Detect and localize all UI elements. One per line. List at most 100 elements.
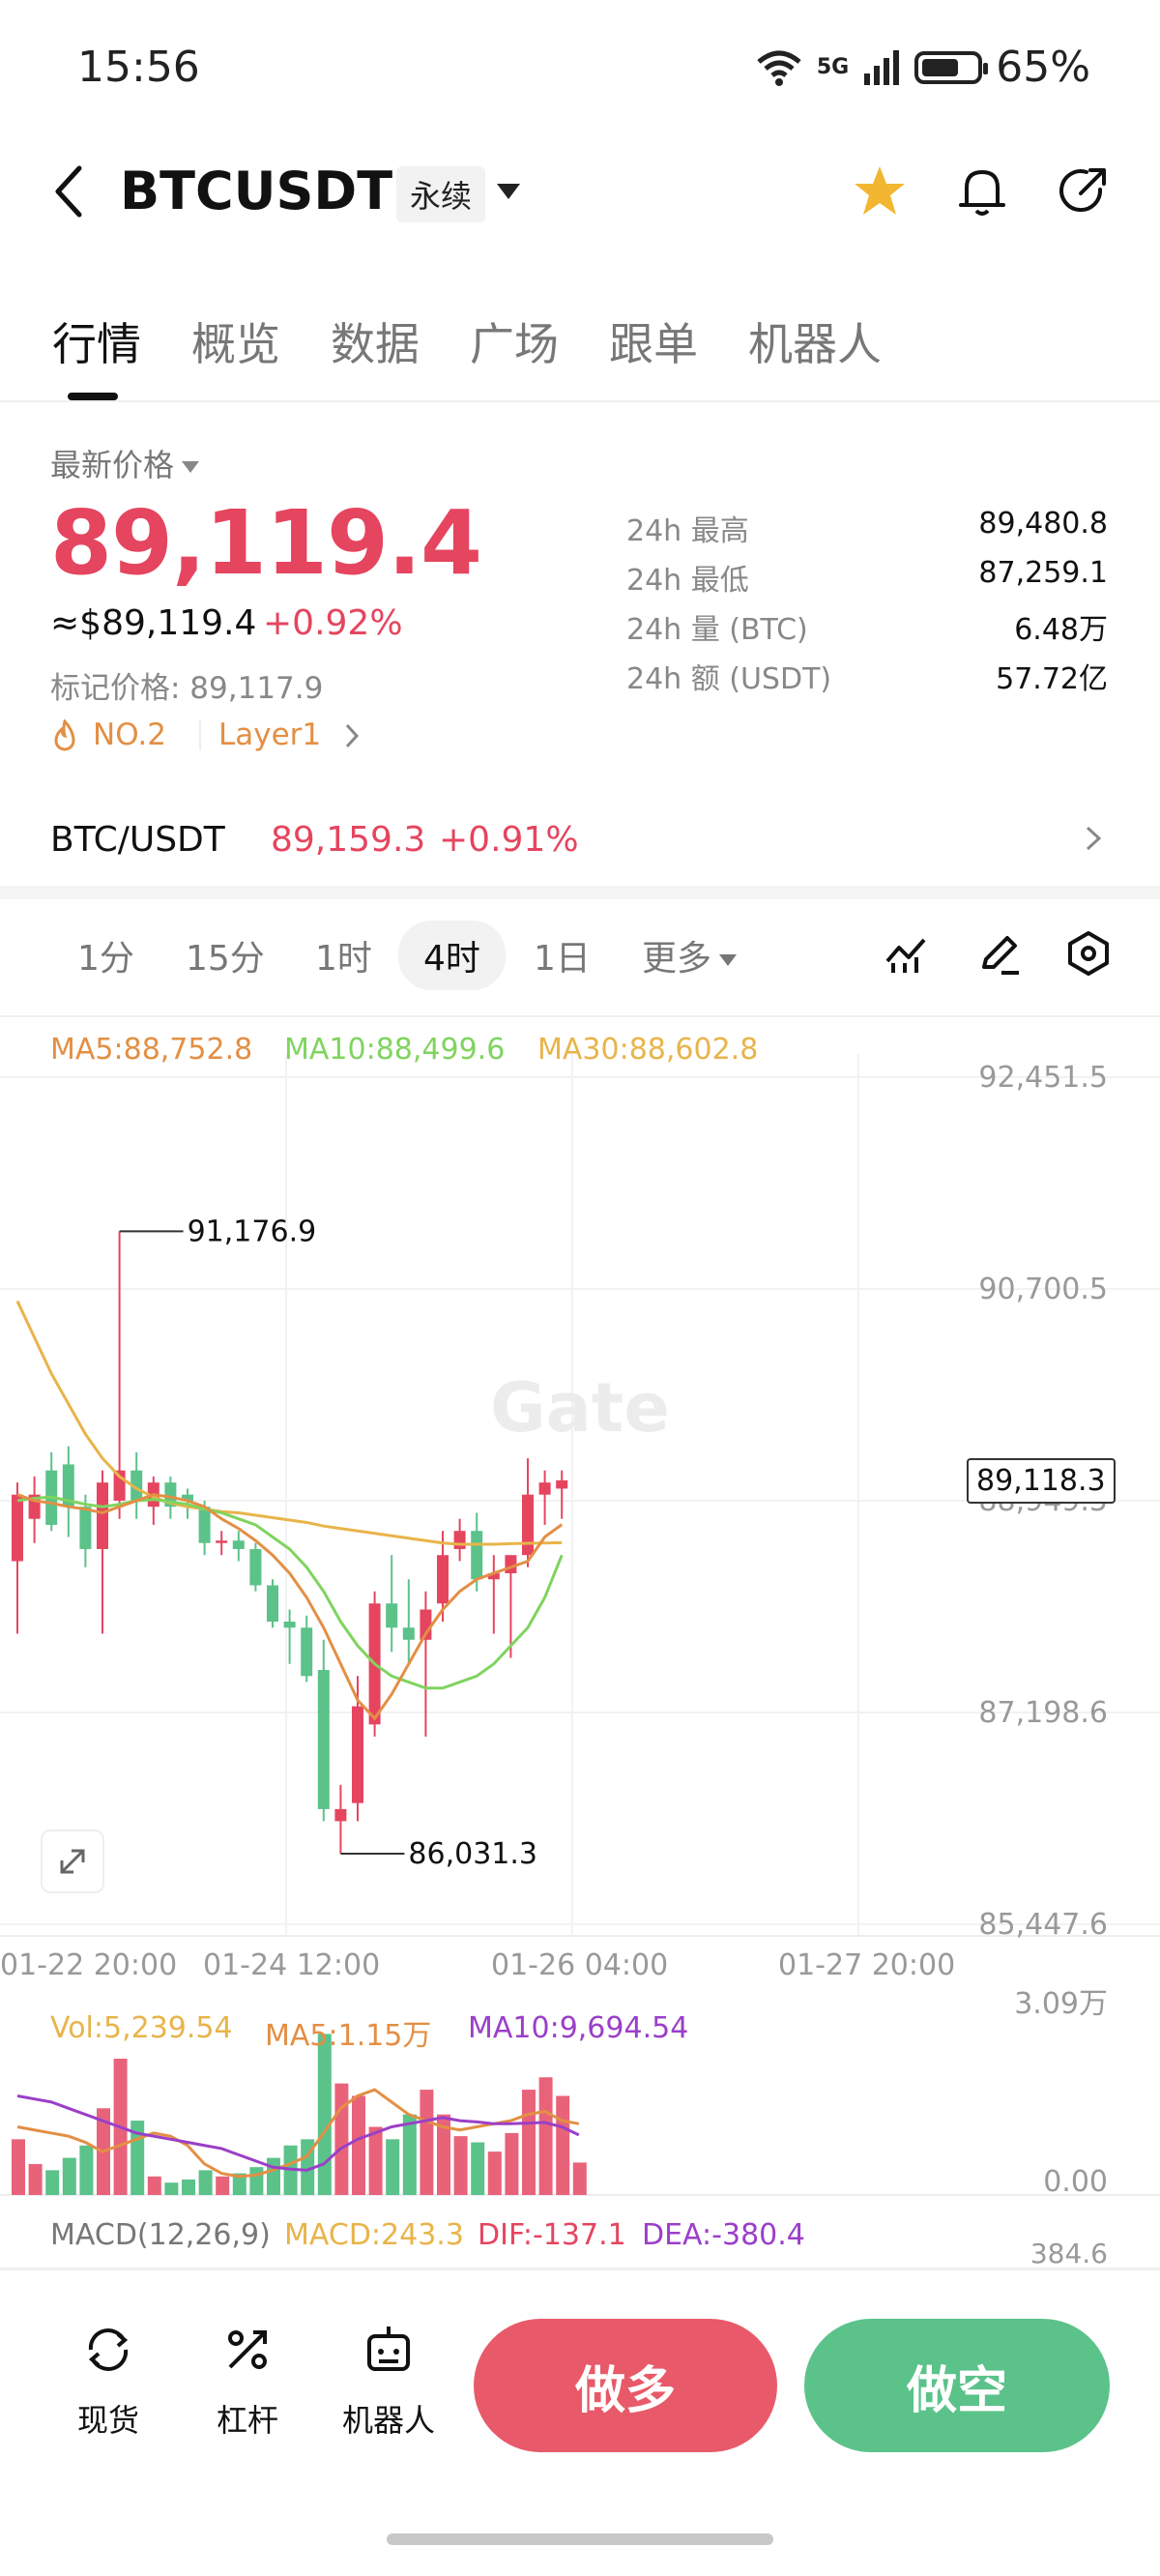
volume-bar — [368, 2126, 383, 2195]
time-axis-label: 01-24 12:00 — [203, 1948, 380, 1982]
candle-body — [420, 1609, 432, 1640]
draw-pen-icon[interactable] — [974, 928, 1025, 979]
candle-body — [402, 1627, 415, 1640]
volume-bar — [386, 2139, 400, 2195]
volume-bar — [556, 2095, 570, 2195]
settings-hexagon-icon[interactable] — [1063, 928, 1114, 979]
interval-4h[interactable]: 4时 — [398, 921, 506, 990]
volume-bar — [164, 2182, 179, 2195]
candles — [12, 1231, 568, 1854]
rank-tag[interactable]: NO.2 — [93, 717, 166, 752]
bell-icon[interactable] — [951, 161, 1013, 222]
last-price-flag: 89,118.3 — [967, 1458, 1116, 1504]
volume-bar — [12, 2139, 25, 2195]
battery-icon — [914, 50, 989, 84]
network-label: 5G — [816, 55, 850, 79]
short-button[interactable]: 做空 — [804, 2319, 1110, 2452]
volume-bar — [437, 2114, 450, 2195]
home-indicator — [387, 2533, 773, 2545]
volume-axis-label: 0.00 — [1043, 2165, 1108, 2199]
candle-body — [28, 1494, 41, 1519]
back-arrow-icon[interactable] — [48, 162, 91, 220]
latest-price-label[interactable]: 最新价格 — [50, 441, 200, 485]
volume-bars: 3.09万 0.00 — [0, 1987, 1160, 2199]
volume-bar — [28, 2163, 43, 2195]
volume-bar — [334, 2083, 349, 2195]
macd-value: MACD:243.3 — [284, 2218, 464, 2252]
volume-bar — [487, 2152, 502, 2195]
share-icon[interactable] — [1052, 161, 1114, 222]
volume-bar — [79, 2145, 94, 2195]
volume-legend: Vol:5,239.54 — [50, 2011, 233, 2045]
tab-overview[interactable]: 概览 — [191, 318, 280, 370]
signal-icon — [864, 49, 900, 85]
candle-body — [249, 1548, 262, 1586]
volume-bar — [62, 2157, 76, 2195]
stat-24h-high: 24h 最高 89,480.8 — [626, 507, 1108, 548]
volume-ma10-line — [16, 2093, 580, 2172]
watermark: Gate — [490, 1368, 670, 1448]
candle-body — [283, 1622, 296, 1628]
time-axis-label: 01-22 20:00 — [0, 1948, 177, 1982]
spot-pair-name: BTC/USDT — [50, 820, 225, 860]
candle-body — [522, 1494, 534, 1556]
leverage-label: 杠杆 — [216, 2402, 278, 2439]
price-axis: 92,451.590,700.588,949.587,198.685,447.6 — [978, 1061, 1108, 1942]
tab-data[interactable]: 数据 — [331, 318, 420, 370]
bot-nav-button[interactable]: 机器人 — [331, 2321, 447, 2456]
ma5-legend: MA5:88,752.8 — [50, 1033, 253, 1067]
tab-copy-trading[interactable]: 跟单 — [609, 318, 698, 370]
interval-15m[interactable]: 15分 — [186, 939, 265, 979]
tab-square[interactable]: 广场 — [470, 318, 559, 370]
wifi-icon — [757, 50, 801, 86]
status-time: 15:56 — [77, 43, 200, 92]
stat-24h-volume: 24h 量 (BTC) 6.48万 — [626, 613, 1108, 647]
tab-bots[interactable]: 机器人 — [748, 318, 882, 370]
price-axis-label: 90,700.5 — [978, 1273, 1108, 1306]
section-separator — [0, 886, 1160, 899]
candle-body — [334, 1808, 347, 1822]
volume-bar — [216, 2176, 230, 2195]
volume-bar — [505, 2132, 519, 2195]
symbol-title[interactable]: BTCUSDT — [120, 161, 393, 221]
volume-bar — [471, 2142, 485, 2195]
contract-type-badge[interactable]: 永续 — [396, 166, 486, 222]
volume-ma5-line — [16, 2088, 580, 2179]
category-tag[interactable]: Layer1 — [218, 717, 322, 752]
volume-bar — [301, 2139, 315, 2195]
candlestick-chart[interactable]: Gate 92,451.590,700.588,949.587,198.685,… — [0, 1015, 1160, 2301]
macd-dif: DIF:-137.1 — [478, 2218, 626, 2252]
spot-pair-change: +0.91% — [439, 820, 579, 860]
candle-body — [301, 1627, 313, 1677]
volume-bar — [420, 2090, 434, 2195]
candle-body — [130, 1470, 143, 1501]
interval-selector: 1分 15分 1时 4时 1日 更多 — [48, 921, 783, 990]
chevron-right-icon[interactable] — [342, 721, 362, 750]
divider — [0, 1015, 1160, 1017]
interval-more[interactable]: 更多 — [642, 930, 738, 981]
chevron-right-icon[interactable] — [1081, 824, 1106, 853]
long-button[interactable]: 做多 — [474, 2319, 777, 2452]
leverage-icon — [228, 2330, 267, 2369]
stat-24h-low: 24h 最低 87,259.1 — [626, 556, 1108, 598]
spot-nav-button[interactable]: 现货 — [50, 2321, 166, 2456]
time-axis: 01-22 20:00 01-24 12:00 01-26 04:00 01-27 2… — [0, 1948, 955, 1982]
spot-label: 现货 — [76, 2402, 139, 2439]
star-icon[interactable] — [849, 161, 911, 222]
indicator-icon[interactable] — [882, 928, 932, 979]
expand-chart-button[interactable] — [41, 1830, 104, 1893]
symbol-dropdown-icon[interactable] — [497, 184, 520, 199]
interval-1m[interactable]: 1分 — [77, 939, 134, 979]
volume-bar — [45, 2170, 60, 2195]
volume-bar — [232, 2173, 246, 2195]
ma10-legend: MA10:88,499.6 — [284, 1033, 506, 1067]
price-axis-label: 87,198.6 — [978, 1696, 1108, 1730]
interval-1d[interactable]: 1日 — [534, 939, 591, 979]
candle-body — [97, 1482, 108, 1549]
volume-bar — [402, 2114, 417, 2195]
tab-market[interactable]: 行情 — [52, 318, 141, 370]
leverage-nav-button[interactable]: 杠杆 — [189, 2321, 305, 2456]
price-axis-label: 92,451.5 — [978, 1061, 1108, 1095]
interval-1h[interactable]: 1时 — [315, 939, 372, 979]
time-axis-label: 01-27 20:00 — [778, 1948, 955, 1982]
